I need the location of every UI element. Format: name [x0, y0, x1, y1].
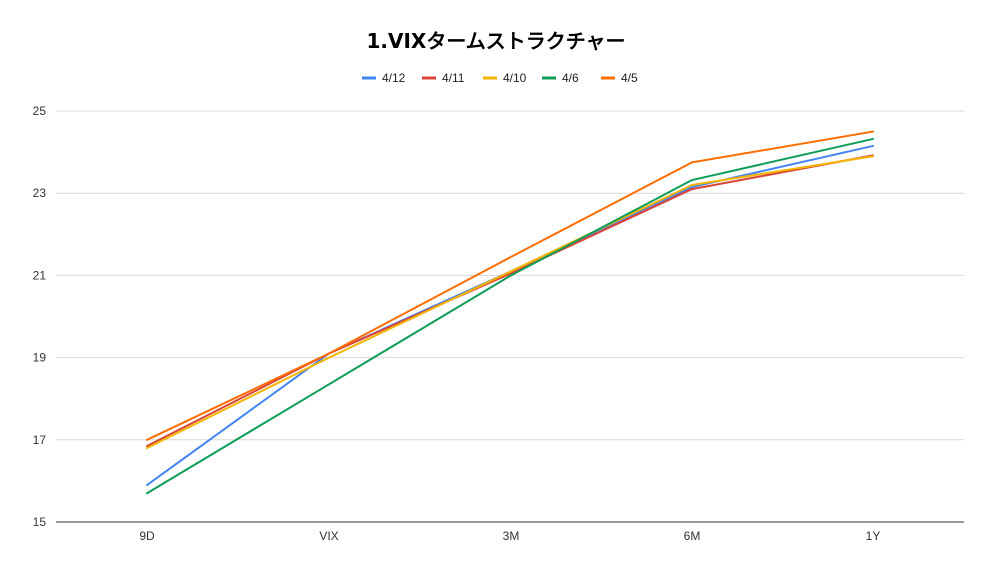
- legend-label: 4/6: [562, 71, 579, 85]
- gridlines: [56, 110, 964, 523]
- chart-title: 1.VIXタームストラクチャー: [366, 29, 625, 53]
- y-tick-label: 15: [33, 515, 47, 529]
- legend-label: 4/10: [503, 71, 527, 85]
- series-line-4-10: [146, 155, 874, 450]
- y-tick-label: 19: [33, 351, 47, 365]
- legend-label: 4/12: [382, 71, 406, 85]
- legend-label: 4/11: [442, 71, 465, 85]
- x-axis-ticks: 9D VIX 3M 6M 1Y: [139, 529, 880, 543]
- x-tick-label: 3M: [503, 529, 520, 543]
- legend: 4/12 4/11 4/10 4/6 4/5: [362, 71, 638, 85]
- x-tick-label: 1Y: [866, 529, 881, 543]
- y-tick-label: 25: [33, 104, 47, 118]
- x-tick-label: VIX: [319, 529, 338, 543]
- series-line-4-6: [146, 137, 874, 495]
- series-line-4-12: [146, 144, 874, 487]
- legend-item: 4/10: [483, 71, 527, 85]
- legend-item: 4/6: [542, 71, 579, 85]
- series-lines: [146, 130, 874, 495]
- series-line-4-5: [146, 130, 874, 441]
- x-tick-label: 6M: [684, 529, 701, 543]
- legend-label: 4/5: [621, 71, 638, 85]
- legend-item: 4/12: [362, 71, 406, 85]
- series-line-4-11: [146, 154, 874, 447]
- y-tick-label: 21: [33, 268, 47, 282]
- legend-item: 4/5: [601, 71, 638, 85]
- y-tick-label: 23: [33, 186, 47, 200]
- y-axis-ticks: 15 17 19 21 23 25: [33, 104, 47, 529]
- y-tick-label: 17: [33, 433, 47, 447]
- legend-item: 4/11: [422, 71, 465, 85]
- x-tick-label: 9D: [139, 529, 155, 543]
